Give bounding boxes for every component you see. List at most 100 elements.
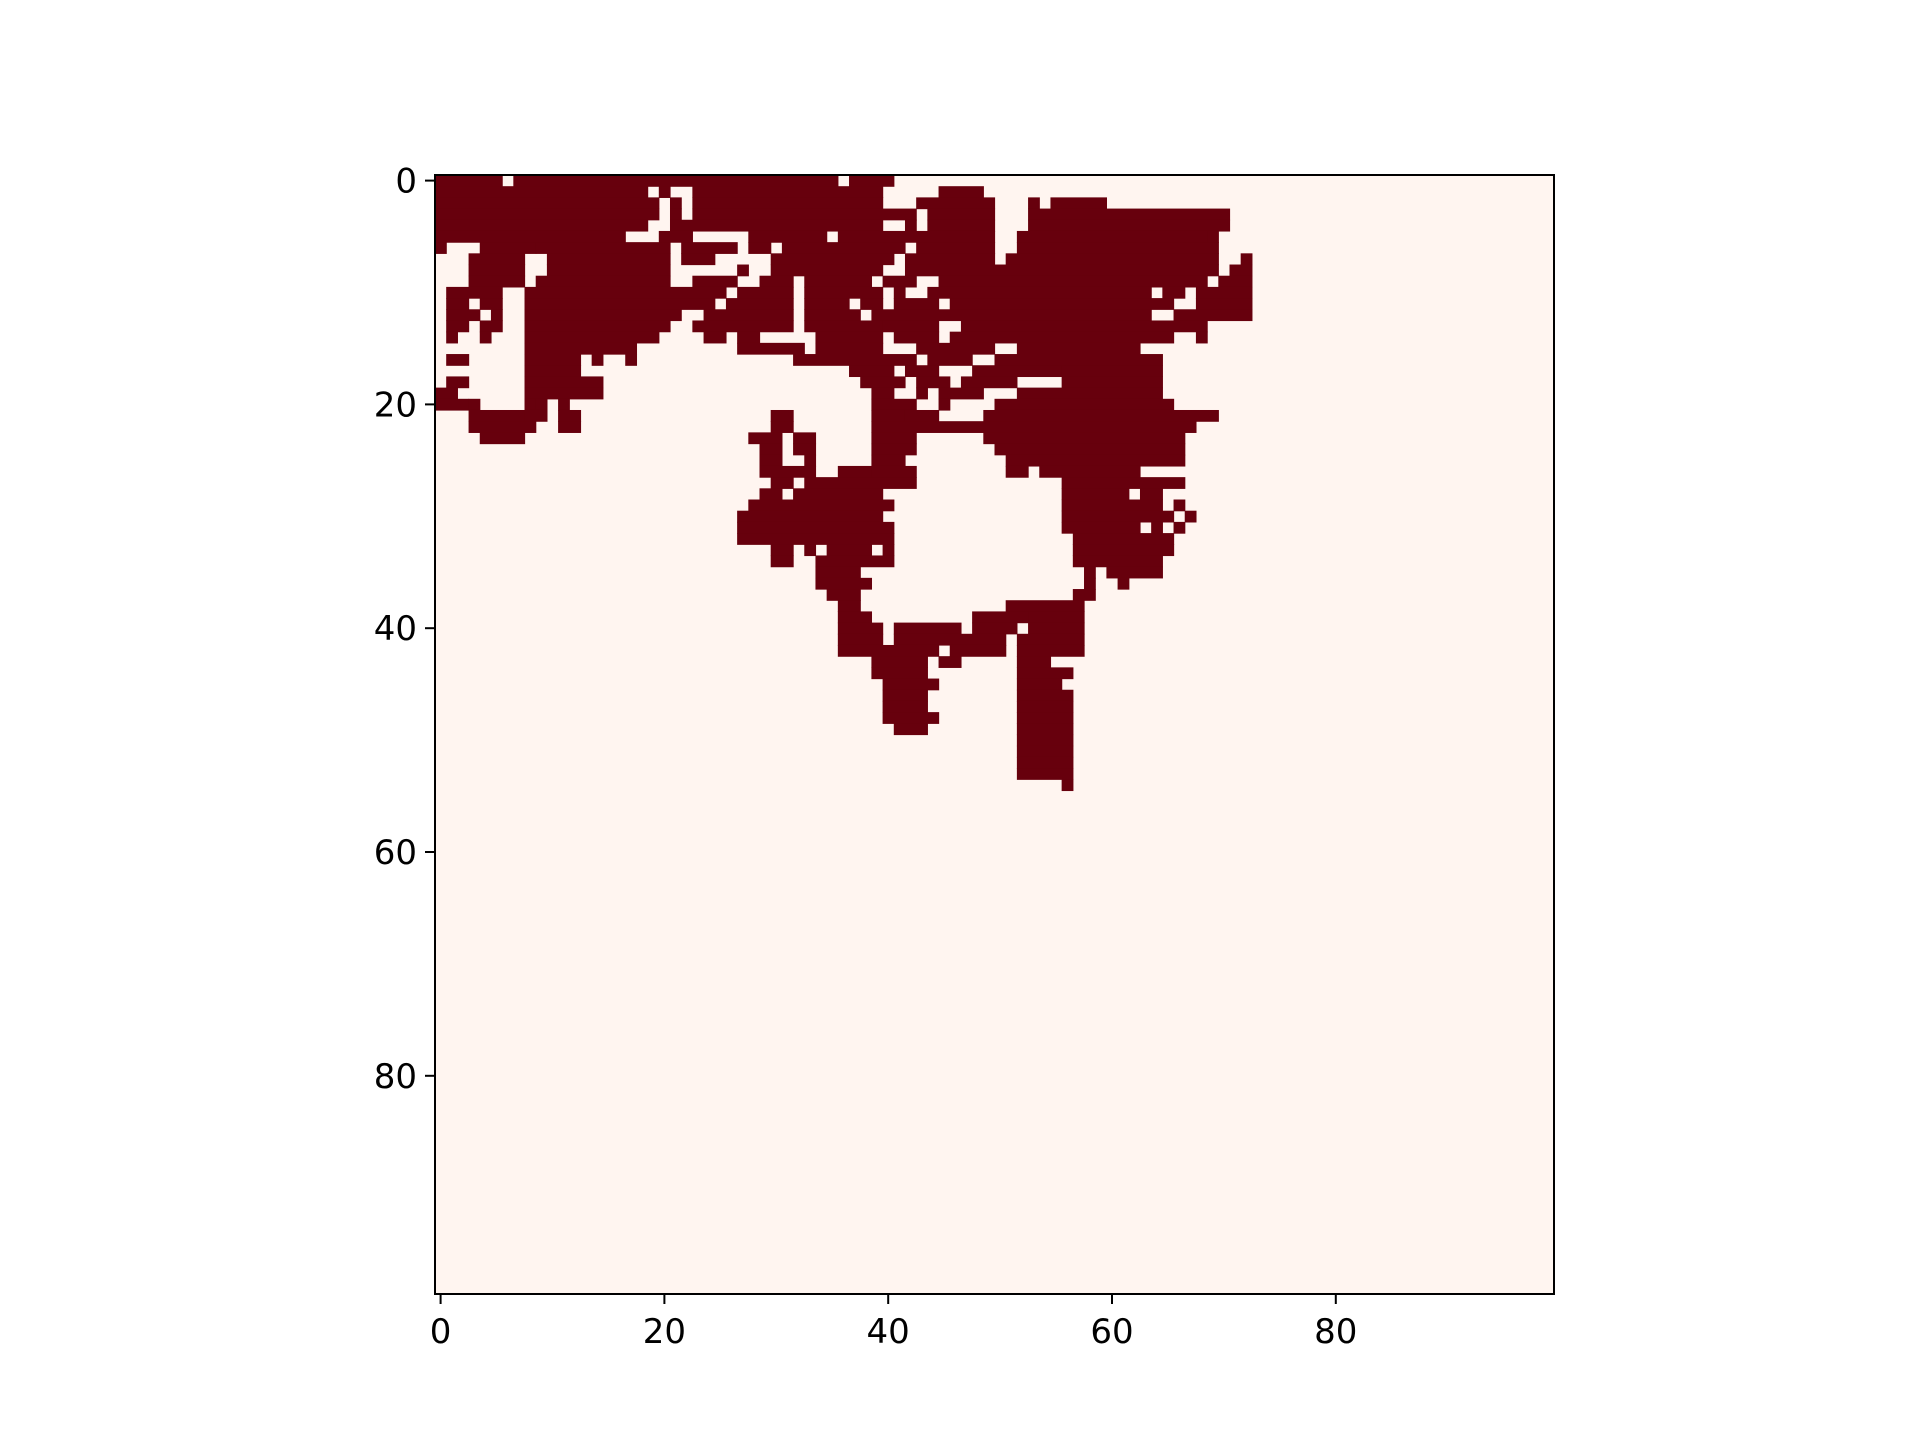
heatmap-cell-run: [893, 622, 962, 635]
heatmap-cell-run: [983, 409, 1219, 422]
heatmap-cell-run: [1016, 768, 1074, 780]
heatmap-cell-run: [513, 175, 839, 187]
heatmap-cell-run: [435, 208, 660, 221]
heatmap-cell-run: [927, 286, 1152, 299]
heatmap-cell-run: [468, 253, 526, 266]
heatmap-cell-run: [669, 197, 682, 210]
heatmap-cell-run: [793, 354, 917, 366]
heatmap-cell-run: [1195, 286, 1253, 299]
heatmap-cell-run: [737, 342, 805, 355]
heatmap-cell-run: [658, 186, 671, 198]
heatmap-cell-run: [1016, 342, 1141, 355]
x-tick-label: 60: [1090, 1312, 1133, 1352]
x-tick-label: 20: [643, 1312, 686, 1352]
y-tick-label: 40: [374, 609, 417, 649]
heatmap-cell-run: [927, 219, 996, 232]
heatmap-cell-run: [972, 365, 1063, 378]
heatmap-cell-run: [558, 421, 582, 433]
heatmap-cell-run: [983, 432, 1186, 445]
heatmap-cell-run: [669, 208, 682, 221]
heatmap-cell-run: [625, 354, 638, 366]
heatmap-cell-run: [524, 286, 727, 299]
heatmap-cell-run: [1050, 197, 1107, 210]
heatmap-cell-run: [737, 521, 895, 534]
heatmap-cell-run: [860, 376, 906, 389]
heatmap-cell-run: [479, 331, 492, 344]
heatmap-cell-run: [681, 242, 738, 254]
heatmap-cell-run: [770, 409, 794, 422]
heatmap-cell-run: [446, 354, 470, 366]
heatmap-cell-run: [938, 186, 984, 198]
heatmap-cell-run: [479, 432, 526, 445]
heatmap-cell-run: [927, 208, 996, 221]
heatmap-cell-run: [994, 421, 1197, 433]
heatmap-cell-run: [837, 600, 861, 613]
heatmap-cell-run: [804, 298, 850, 310]
heatmap-cell-run: [725, 298, 794, 310]
heatmap-cell-run: [446, 298, 470, 310]
heatmap-cell-run: [938, 398, 951, 411]
heatmap-cell-run: [960, 376, 1018, 389]
y-tick-label: 0: [395, 162, 417, 202]
heatmap-cell-run: [1005, 600, 1085, 613]
heatmap-cell-run: [1184, 510, 1197, 523]
heatmap-cell-run: [1016, 230, 1208, 243]
heatmap-cell-run: [737, 510, 884, 523]
heatmap-cell-run: [759, 275, 794, 288]
heatmap-cell-run: [1016, 656, 1052, 668]
heatmap-cell-run: [904, 409, 940, 422]
heatmap-cell-run: [490, 309, 503, 322]
heatmap-cell-run: [770, 421, 794, 433]
heatmap-cell-run: [1028, 208, 1231, 221]
heatmap-cell-run: [681, 253, 716, 266]
heatmap-cell-run: [468, 275, 526, 288]
heatmap-cell-run: [882, 275, 917, 288]
heatmap-cell-run: [1016, 667, 1074, 680]
heatmap-cell-run: [759, 465, 817, 478]
heatmap-cell-run: [960, 320, 1208, 333]
heatmap-cell-run: [882, 678, 940, 691]
heatmap-cell-run: [904, 219, 917, 232]
heatmap-cell-run: [1139, 488, 1163, 501]
heatmap-cell-run: [893, 723, 928, 736]
heatmap-cell-run: [1016, 633, 1085, 646]
heatmap-cell-run: [1016, 689, 1074, 702]
heatmap-cell-run: [524, 320, 671, 333]
heatmap-cell-run: [1061, 510, 1175, 523]
heatmap-cell-run: [871, 421, 996, 433]
heatmap-cell-run: [1016, 745, 1074, 758]
heatmap-cell-run: [815, 555, 895, 568]
heatmap-cell-run: [871, 309, 1152, 322]
heatmap-cell-run: [837, 230, 996, 243]
x-tick-label: 40: [867, 1312, 910, 1352]
heatmap-cell-run: [837, 611, 873, 624]
heatmap-cell-run: [748, 432, 783, 445]
heatmap-cell-run: [804, 320, 884, 333]
x-tick-label: 80: [1314, 1312, 1357, 1352]
heatmap-cell-run: [904, 253, 996, 266]
heatmap-cell-run: [994, 354, 1163, 366]
heatmap-cell-run: [815, 331, 884, 344]
heatmap-cell-run: [804, 477, 917, 489]
heatmap-cell-run: [916, 387, 928, 400]
heatmap-cell-run: [479, 298, 503, 310]
heatmap-cell-run: [916, 197, 996, 210]
heatmap-cell-run: [837, 644, 940, 657]
heatmap-cell-run: [479, 320, 503, 333]
heatmap-cell-run: [435, 219, 649, 232]
heatmap-cell-run: [1016, 734, 1074, 747]
heatmap-cell-run: [1016, 712, 1074, 724]
heatmap-cell-run: [1195, 331, 1208, 344]
axes-frame: [434, 174, 1555, 1295]
heatmap-cell-run: [1028, 611, 1085, 624]
heatmap-cell-run: [938, 387, 984, 400]
heatmap-cell-run: [972, 622, 1018, 635]
heatmap-cell-run: [770, 264, 884, 277]
heatmap-cell-run: [871, 667, 928, 680]
heatmap-cell-run: [524, 298, 716, 310]
heatmap-cell-run: [1061, 365, 1163, 378]
heatmap-cell-run: [804, 544, 817, 557]
heatmap-cell-run: [759, 488, 783, 501]
heatmap-cell-run: [882, 689, 928, 702]
heatmap-cell-run: [535, 398, 548, 411]
